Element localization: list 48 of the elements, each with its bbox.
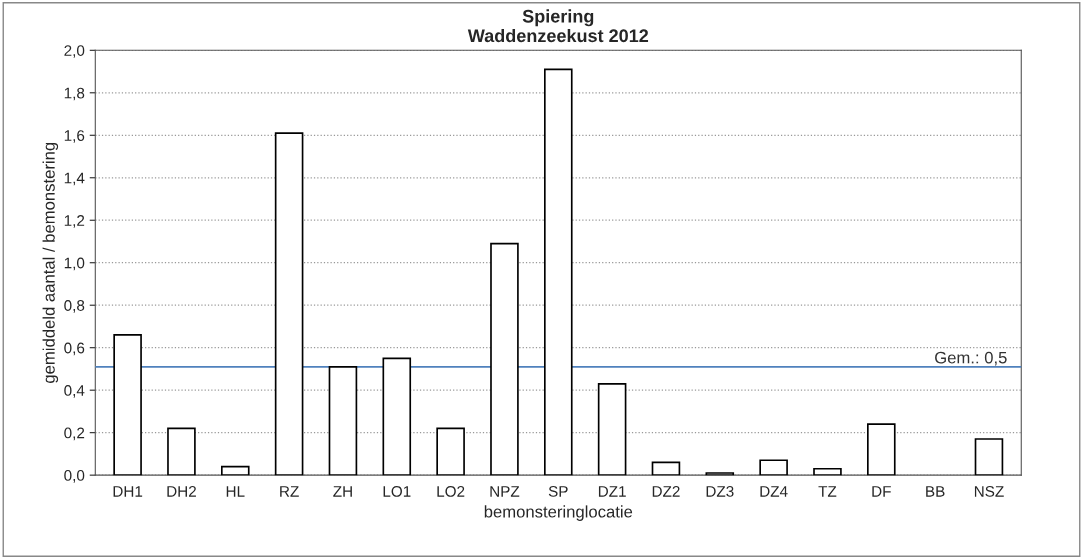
y-tick-label: 0,2 (64, 427, 85, 441)
y-tick-label: 0,4 (64, 385, 85, 398)
x-tick-label: BB (926, 486, 945, 497)
bar (328, 365, 358, 476)
y-tick-label: 1,4 (64, 172, 85, 186)
x-tick-label: LO2 (437, 485, 465, 497)
bar (974, 438, 1004, 476)
chart-title: Spiering Waddenzeekust 2012 (467, 9, 649, 43)
y-tick-label: 1,2 (64, 215, 85, 228)
x-tick-label: LO1 (383, 485, 411, 497)
x-tick-label: DZ3 (706, 485, 734, 497)
y-tick-label: 0,8 (64, 300, 85, 313)
bar (759, 459, 788, 476)
bar (436, 427, 465, 476)
x-tick-label: DF (872, 486, 891, 497)
bar (651, 461, 681, 476)
x-axis-title: bemonsteringlocatie (484, 505, 633, 521)
y-tick-label: 1,6 (64, 130, 85, 143)
y-tick-label: 0,6 (64, 342, 85, 356)
y-tick-label: 2,0 (64, 45, 85, 58)
bar (274, 132, 304, 476)
x-tick-label: DZ1 (598, 486, 626, 497)
x-tick-label: SP (548, 485, 568, 497)
y-tick-label: 1,0 (64, 257, 85, 271)
bar (220, 465, 250, 476)
x-tick-label: TZ (818, 486, 837, 497)
x-tick-label: HL (226, 486, 245, 497)
y-tick-label: 1,8 (64, 87, 85, 101)
bar (490, 242, 519, 476)
y-axis-title: gemiddeld aantal / bemonstering (42, 142, 59, 383)
bar (705, 472, 735, 476)
bar (382, 357, 412, 476)
x-tick-label: DH1 (113, 486, 143, 497)
bar (813, 467, 842, 476)
x-tick-label: NPZ (490, 486, 520, 497)
x-tick-label: DZ4 (760, 486, 788, 497)
y-tick-label: 0,0 (64, 470, 85, 483)
bar (113, 334, 142, 476)
x-tick-label: NSZ (974, 485, 1004, 497)
bar (867, 423, 896, 476)
x-tick-label: RZ (280, 486, 299, 497)
bar (597, 382, 627, 476)
x-tick-label: DZ2 (652, 485, 680, 497)
ref-line-label: Gem.: 0,5 (935, 351, 1007, 366)
bar (543, 68, 573, 476)
bar (167, 427, 196, 476)
x-tick-label: ZH (333, 486, 352, 497)
x-tick-label: DH2 (167, 485, 196, 497)
